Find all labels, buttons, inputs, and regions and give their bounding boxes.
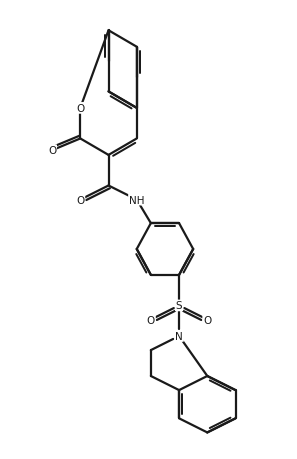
Text: O: O: [76, 104, 84, 114]
Text: S: S: [176, 301, 182, 311]
Text: NH: NH: [129, 195, 145, 205]
Text: O: O: [48, 146, 56, 156]
Text: N: N: [175, 331, 183, 341]
Text: O: O: [203, 315, 211, 325]
Text: O: O: [147, 315, 155, 325]
Text: O: O: [76, 195, 84, 205]
